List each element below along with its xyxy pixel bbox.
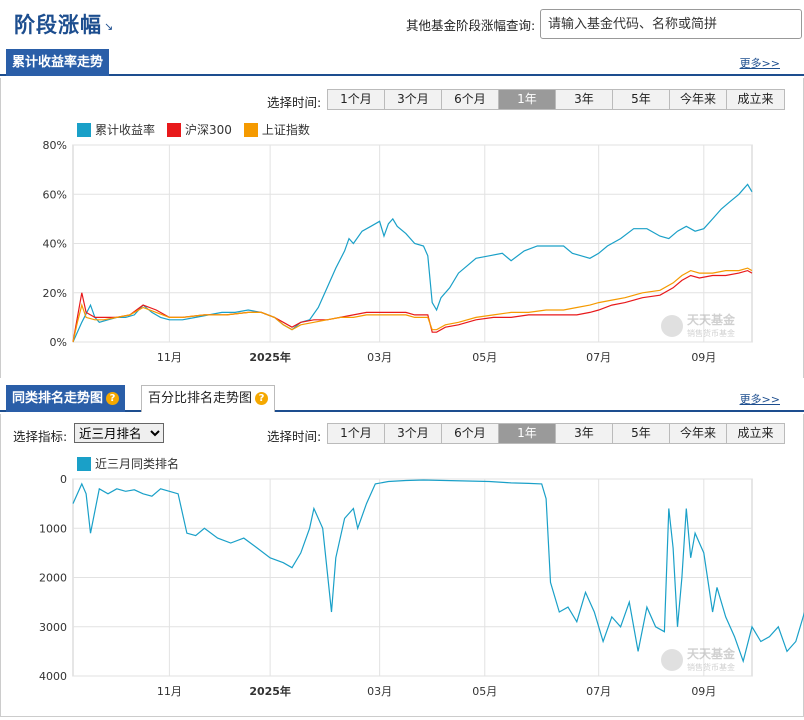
time-range-buttons-1: 1个月 3个月 6个月 1年 3年 5年 今年来 成立来 [327, 89, 785, 110]
peer-rank-panel: 选择指标: 近三月排名 选择时间: 1个月 3个月 6个月 1年 3年 5年 今年来 成立来 … [0, 414, 804, 716]
chart2-time-btn[interactable]: 1个月 [328, 424, 385, 443]
x-tick-label: 03月 [367, 685, 392, 698]
bottom-border [0, 716, 804, 720]
legend-item[interactable]: 沪深300 [167, 121, 232, 138]
chart2-time-btn[interactable]: 3个月 [385, 424, 442, 443]
brand-slogan: 销售货币基金 [687, 662, 735, 672]
legend-item[interactable]: 近三月同类排名 [77, 455, 179, 472]
chart2-time-btn[interactable]: 今年来 [670, 424, 727, 443]
legend-label: 上证指数 [261, 123, 310, 137]
chart2-time-btn[interactable]: 成立来 [727, 424, 784, 443]
x-tick-label: 11月 [157, 351, 182, 364]
query-label: 其他基金阶段涨幅查询: [406, 18, 536, 33]
page-title: 阶段涨幅 [14, 13, 102, 37]
chart1-legend: 累计收益率 沪深300 上证指数 [77, 121, 322, 138]
chart1-time-btn[interactable]: 6个月 [442, 90, 499, 109]
brand-name: 天天基金 [687, 646, 736, 661]
time-label-2: 选择时间: [267, 429, 322, 444]
chart1-time-btn[interactable]: 3年 [556, 90, 613, 109]
x-tick-label: 05月 [472, 351, 497, 364]
more-link-1[interactable]: 更多>> [739, 57, 780, 70]
brand-logo-icon [661, 649, 683, 671]
help-icon[interactable]: ? [255, 392, 269, 405]
x-tick-label: 2025年 [249, 684, 291, 698]
series-line-2 [72, 267, 753, 343]
tab-percent-rank[interactable]: 百分比排名走势图? [141, 385, 276, 412]
cumulative-return-chart: 0% 20% 40% 60% 80% 11月 2025年 03月 05月 07月 09月 天天基金销售… [43, 139, 753, 364]
brand-name: 天天基金 [687, 312, 736, 327]
legend-swatch [167, 122, 182, 137]
legend-item[interactable]: 累计收益率 [77, 121, 155, 138]
arrow-down-right-icon: ↘ [104, 20, 114, 33]
tab-peer-rank-label: 同类排名走势图 [12, 391, 104, 406]
chart2-time-btn[interactable]: 6个月 [442, 424, 499, 443]
chart2-time-btn[interactable]: 3年 [556, 424, 613, 443]
legend-label: 沪深300 [185, 123, 232, 137]
help-icon[interactable]: ? [106, 392, 120, 405]
y-tick-label: 4000 [39, 670, 67, 683]
x-tick-label: 11月 [157, 685, 182, 698]
brand-logo-icon [661, 315, 683, 337]
x-tick-label: 2025年 [249, 350, 291, 364]
time-range-buttons-2: 1个月 3个月 6个月 1年 3年 5年 今年来 成立来 [327, 423, 785, 444]
y-tick-label: 0 [60, 473, 67, 486]
chart1-time-btn[interactable]: 成立来 [727, 90, 784, 109]
series-line-0 [72, 479, 804, 664]
chart2-time-btn[interactable]: 1年 [499, 424, 556, 443]
chart1-time-btn[interactable]: 今年来 [670, 90, 727, 109]
legend-swatch [77, 122, 91, 137]
x-tick-label: 09月 [691, 351, 716, 364]
brand-slogan: 销售货币基金 [687, 328, 735, 338]
y-tick-label: 0% [50, 336, 67, 349]
y-tick-label: 1000 [39, 522, 67, 535]
legend-item[interactable]: 上证指数 [243, 121, 310, 138]
more-link-2[interactable]: 更多>> [739, 393, 780, 406]
tab-percent-rank-label: 百分比排名走势图 [148, 391, 253, 406]
page-header: 阶段涨幅 ↘ 其他基金阶段涨幅查询: [0, 0, 804, 46]
fund-search-input[interactable] [540, 9, 802, 39]
y-tick-label: 40% [43, 238, 67, 251]
y-tick-label: 20% [43, 287, 67, 300]
series-line-0 [72, 183, 753, 343]
legend-swatch [243, 122, 258, 137]
cumulative-return-panel: 选择时间: 1个月 3个月 6个月 1年 3年 5年 今年来 成立来 累计收益率 沪深300 上证… [0, 78, 804, 378]
x-tick-label: 03月 [367, 351, 392, 364]
chart2-legend: 近三月同类排名 [77, 455, 191, 472]
legend-label: 累计收益率 [95, 123, 156, 137]
x-tick-label: 07月 [586, 351, 611, 364]
x-tick-label: 05月 [472, 685, 497, 698]
tab-cumulative-return[interactable]: 累计收益率走势 [6, 49, 110, 76]
series-line-1 [72, 269, 753, 343]
y-tick-label: 80% [43, 139, 67, 152]
chart2-time-btn[interactable]: 5年 [613, 424, 670, 443]
legend-label: 近三月同类排名 [95, 457, 180, 471]
section1-bar: 累计收益率走势 更多>> [0, 46, 804, 76]
y-tick-label: 2000 [39, 572, 67, 585]
x-tick-label: 09月 [691, 685, 716, 698]
x-tick-label: 07月 [586, 685, 611, 698]
tab-peer-rank[interactable]: 同类排名走势图? [6, 385, 126, 412]
indicator-select[interactable]: 近三月排名 [74, 423, 164, 443]
peer-rank-chart: 0 1000 2000 3000 4000 11月 2025年 03月 05月 07月 09月 天天基… [39, 473, 804, 698]
chart1-time-btn[interactable]: 1年 [499, 90, 556, 109]
chart1-time-btn[interactable]: 1个月 [328, 90, 385, 109]
chart1-time-btn[interactable]: 5年 [613, 90, 670, 109]
y-tick-label: 3000 [39, 621, 67, 634]
chart1-time-btn[interactable]: 3个月 [385, 90, 442, 109]
y-tick-label: 60% [43, 188, 67, 201]
legend-swatch [77, 456, 91, 471]
time-label-1: 选择时间: [267, 95, 322, 110]
section2-bar: 同类排名走势图? 百分比排名走势图? 更多>> [0, 382, 804, 412]
indicator-label: 选择指标: [13, 429, 68, 444]
